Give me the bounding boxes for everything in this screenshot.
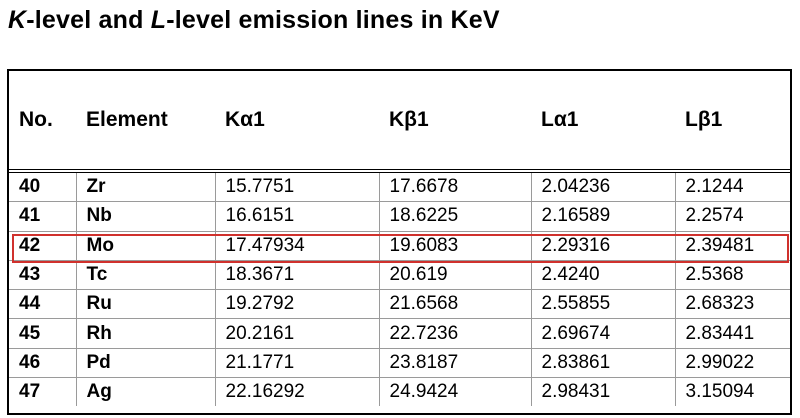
cell-l-beta-1: 2.68323 (674, 289, 790, 320)
cell-l-beta-1: 2.2574 (674, 201, 790, 232)
cell-k-beta-1: 24.9424 (378, 377, 531, 407)
header-no: No. (9, 71, 76, 173)
cell-element: Pd (75, 348, 215, 379)
cell-l-alpha-1: 2.04236 (530, 169, 675, 203)
cell-l-beta-1: 2.1244 (674, 169, 790, 203)
cell-element: Zr (75, 169, 215, 203)
cell-l-beta-1: 2.39481 (674, 231, 790, 261)
cell-l-alpha-1: 2.69674 (530, 318, 675, 349)
header-row: No. Element Kα1 Kβ1 Lα1 Lβ1 (9, 71, 790, 173)
table-row: 44 Ru 19.2792 21.6568 2.55855 2.68323 (9, 289, 790, 320)
cell-k-beta-1: 22.7236 (378, 318, 531, 349)
cell-element: Nb (75, 201, 215, 232)
cell-number: 43 (9, 260, 76, 291)
cell-k-beta-1: 17.6678 (378, 169, 531, 203)
cell-l-alpha-1: 2.16589 (530, 201, 675, 232)
cell-number: 45 (9, 318, 76, 349)
table-row: 40 Zr 15.7751 17.6678 2.04236 2.1244 (9, 169, 790, 203)
cell-element: Rh (75, 318, 215, 349)
cell-k-alpha-1: 22.16292 (214, 377, 379, 407)
cell-k-alpha-1: 20.2161 (214, 318, 379, 349)
cell-l-alpha-1: 2.98431 (530, 377, 675, 407)
cell-l-beta-1: 3.15094 (674, 377, 790, 407)
cell-k-beta-1: 20.619 (378, 260, 531, 291)
table-row: 43 Tc 18.3671 20.619 2.4240 2.5368 (9, 260, 790, 291)
cell-number: 41 (9, 201, 76, 232)
header-k-beta-1: Kβ1 (379, 71, 531, 173)
cell-k-alpha-1: 16.6151 (214, 201, 379, 232)
cell-k-alpha-1: 18.3671 (214, 260, 379, 291)
table-row: 45 Rh 20.2161 22.7236 2.69674 2.83441 (9, 318, 790, 349)
cell-k-alpha-1: 19.2792 (214, 289, 379, 320)
cell-k-alpha-1: 15.7751 (214, 169, 379, 203)
header-l-alpha-1: Lα1 (531, 71, 675, 173)
cell-element: Tc (75, 260, 215, 291)
cell-k-beta-1: 19.6083 (378, 231, 531, 261)
emission-lines-table: No. Element Kα1 Kβ1 Lα1 Lβ1 40 Zr 15.7751 1… (7, 69, 792, 415)
cell-k-beta-1: 18.6225 (378, 201, 531, 232)
cell-l-beta-1: 2.99022 (674, 348, 790, 379)
header-element: Element (76, 71, 215, 173)
table-row: 46 Pd 21.1771 23.8187 2.83861 2.99022 (9, 348, 790, 379)
cell-number: 46 (9, 348, 76, 379)
header-k-alpha-1: Kα1 (215, 71, 379, 173)
table-row: 47 Ag 22.16292 24.9424 2.98431 3.15094 (9, 377, 790, 407)
cell-number: 42 (9, 231, 76, 261)
cell-l-beta-1: 2.83441 (674, 318, 790, 349)
title-text-1: -level and (26, 6, 151, 34)
cell-element: Ru (75, 289, 215, 320)
title-l-letter: L (150, 6, 167, 34)
table-row: 42 Mo 17.47934 19.6083 2.29316 2.39481 (9, 231, 790, 261)
cell-number: 47 (19, 381, 41, 403)
cell-element: Mo (75, 231, 215, 261)
cell-l-alpha-1: 2.83861 (530, 348, 675, 379)
cell-l-alpha-1: 2.4240 (530, 260, 675, 291)
cell-k-alpha-1: 17.47934 (214, 231, 379, 261)
cell-l-alpha-1: 2.55855 (530, 289, 675, 320)
cell-k-beta-1: 23.8187 (378, 348, 531, 379)
title-text-2: -level emission lines in KeV (166, 6, 500, 34)
table-row: 41 Nb 16.6151 18.6225 2.16589 2.2574 (9, 201, 790, 232)
cell-number: 44 (9, 289, 76, 320)
cell-number: 40 (9, 169, 76, 203)
page-title: K-level and L-level emission lines in Ke… (8, 6, 500, 35)
cell-element: Ag (75, 377, 215, 407)
cell-l-beta-1: 2.5368 (674, 260, 790, 291)
cell-k-alpha-1: 21.1771 (214, 348, 379, 379)
header-l-beta-1: Lβ1 (675, 71, 790, 173)
cell-l-alpha-1: 2.29316 (530, 231, 675, 261)
cell-k-beta-1: 21.6568 (378, 289, 531, 320)
title-k-letter: K (8, 6, 27, 34)
